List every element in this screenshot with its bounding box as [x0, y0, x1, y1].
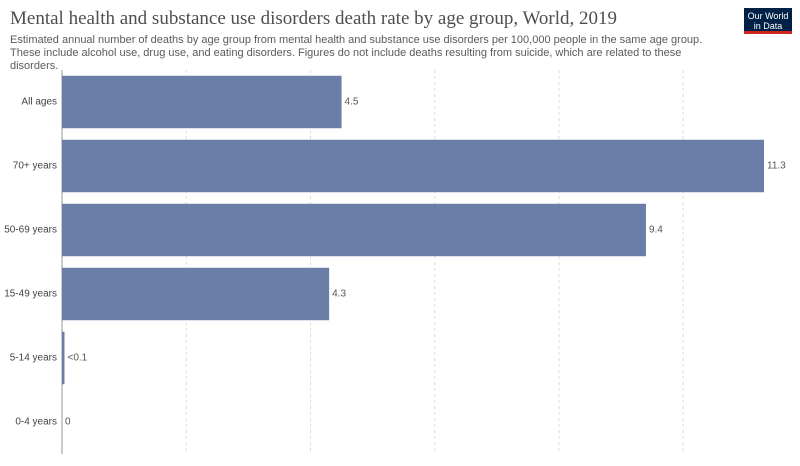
value-label: <0.1	[67, 353, 87, 364]
y-tick-label: All ages	[21, 97, 57, 108]
value-label: 4.5	[345, 97, 359, 108]
bar	[62, 331, 65, 385]
bar	[62, 75, 342, 129]
y-tick-label: 15-49 years	[4, 289, 57, 300]
logo: Our World in Data	[744, 8, 792, 34]
chart-subtitle: Estimated annual number of deaths by age…	[10, 34, 703, 72]
chart-title: Mental health and substance use disorder…	[10, 8, 618, 29]
value-label: 11.3	[767, 161, 786, 172]
bar	[62, 203, 646, 257]
value-label: 9.4	[649, 225, 663, 236]
value-label: 0	[65, 417, 71, 428]
bar	[62, 267, 330, 321]
value-label: 4.3	[332, 289, 346, 300]
y-tick-label: 0-4 years	[15, 417, 57, 428]
y-tick-label: 5-14 years	[10, 353, 57, 364]
y-tick-label: 50-69 years	[4, 225, 57, 236]
y-tick-label: 70+ years	[13, 161, 57, 172]
bar	[62, 139, 764, 193]
